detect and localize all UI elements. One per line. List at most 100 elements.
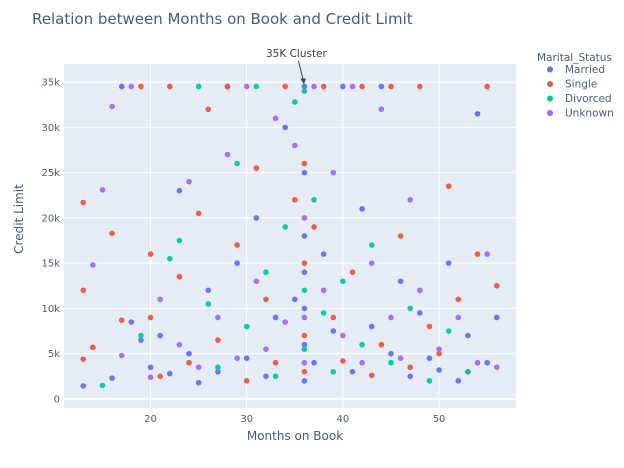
data-point[interactable] bbox=[147, 251, 154, 257]
data-point[interactable] bbox=[301, 314, 308, 321]
data-point[interactable] bbox=[436, 367, 442, 373]
data-point[interactable] bbox=[301, 260, 308, 266]
data-point[interactable] bbox=[474, 110, 481, 117]
data-point[interactable] bbox=[243, 83, 250, 90]
data-point[interactable] bbox=[186, 178, 192, 185]
data-point[interactable] bbox=[301, 368, 308, 375]
data-point[interactable] bbox=[157, 373, 163, 380]
data-point[interactable] bbox=[445, 183, 452, 190]
data-point[interactable] bbox=[118, 352, 125, 359]
data-point[interactable] bbox=[176, 273, 183, 280]
data-point[interactable] bbox=[224, 151, 231, 158]
data-point[interactable] bbox=[359, 83, 365, 90]
data-point[interactable] bbox=[301, 215, 308, 221]
data-point[interactable] bbox=[138, 332, 144, 339]
data-point[interactable] bbox=[311, 196, 317, 203]
data-point[interactable] bbox=[157, 296, 163, 303]
data-point[interactable] bbox=[330, 368, 337, 375]
data-point[interactable] bbox=[301, 341, 308, 348]
data-point[interactable] bbox=[90, 262, 96, 268]
data-point[interactable] bbox=[215, 314, 221, 321]
data-point[interactable] bbox=[243, 323, 250, 330]
data-point[interactable] bbox=[99, 187, 106, 193]
data-point[interactable] bbox=[157, 332, 163, 339]
data-point[interactable] bbox=[301, 88, 308, 94]
data-point[interactable] bbox=[320, 83, 327, 90]
data-point[interactable] bbox=[378, 341, 385, 348]
data-point[interactable] bbox=[349, 83, 356, 90]
data-point[interactable] bbox=[330, 169, 337, 176]
data-point[interactable] bbox=[147, 364, 154, 371]
data-point[interactable] bbox=[234, 160, 240, 167]
data-point[interactable] bbox=[292, 196, 298, 203]
data-point[interactable] bbox=[166, 83, 173, 90]
data-point[interactable] bbox=[417, 310, 423, 316]
data-point[interactable] bbox=[166, 370, 173, 377]
data-point[interactable] bbox=[465, 332, 471, 339]
data-point[interactable] bbox=[426, 378, 433, 384]
data-point[interactable] bbox=[272, 115, 279, 122]
data-point[interactable] bbox=[436, 350, 442, 357]
data-point[interactable] bbox=[426, 355, 433, 362]
data-point[interactable] bbox=[301, 305, 308, 312]
data-point[interactable] bbox=[195, 364, 202, 371]
data-point[interactable] bbox=[368, 242, 375, 248]
data-point[interactable] bbox=[282, 83, 288, 90]
data-point[interactable] bbox=[368, 323, 375, 330]
data-point[interactable] bbox=[176, 187, 183, 194]
data-point[interactable] bbox=[263, 373, 269, 380]
data-point[interactable] bbox=[109, 230, 115, 237]
data-point[interactable] bbox=[301, 287, 308, 294]
data-point[interactable] bbox=[320, 251, 327, 257]
data-point[interactable] bbox=[109, 103, 115, 110]
data-point[interactable] bbox=[80, 199, 87, 206]
data-point[interactable] bbox=[109, 375, 115, 381]
data-point[interactable] bbox=[407, 196, 414, 203]
data-point[interactable] bbox=[388, 359, 394, 366]
data-point[interactable] bbox=[272, 314, 279, 321]
data-point[interactable] bbox=[99, 382, 106, 389]
data-point[interactable] bbox=[493, 314, 500, 321]
data-point[interactable] bbox=[90, 344, 96, 351]
data-point[interactable] bbox=[330, 314, 337, 321]
data-point[interactable] bbox=[301, 233, 308, 239]
data-point[interactable] bbox=[118, 83, 125, 90]
data-point[interactable] bbox=[224, 83, 231, 90]
data-point[interactable] bbox=[292, 296, 298, 303]
data-point[interactable] bbox=[301, 160, 308, 167]
data-point[interactable] bbox=[272, 373, 279, 380]
data-point[interactable] bbox=[397, 355, 404, 362]
data-point[interactable] bbox=[205, 287, 212, 294]
data-point[interactable] bbox=[311, 359, 317, 366]
data-point[interactable] bbox=[340, 83, 346, 90]
data-point[interactable] bbox=[138, 337, 144, 343]
data-point[interactable] bbox=[147, 314, 154, 321]
data-point[interactable] bbox=[301, 332, 308, 339]
data-point[interactable] bbox=[445, 260, 452, 266]
data-point[interactable] bbox=[474, 359, 481, 366]
data-point[interactable] bbox=[215, 364, 221, 371]
data-point[interactable] bbox=[426, 323, 433, 330]
data-point[interactable] bbox=[253, 215, 260, 221]
data-point[interactable] bbox=[359, 341, 365, 348]
data-point[interactable] bbox=[176, 237, 183, 244]
data-point[interactable] bbox=[397, 278, 404, 285]
data-point[interactable] bbox=[436, 346, 442, 352]
data-point[interactable] bbox=[292, 99, 298, 105]
data-point[interactable] bbox=[340, 332, 346, 339]
data-point[interactable] bbox=[320, 287, 327, 294]
data-point[interactable] bbox=[195, 83, 202, 90]
data-point[interactable] bbox=[176, 341, 183, 348]
data-point[interactable] bbox=[330, 328, 337, 334]
data-point[interactable] bbox=[301, 83, 308, 90]
data-point[interactable] bbox=[243, 355, 250, 362]
data-point[interactable] bbox=[349, 269, 356, 276]
data-point[interactable] bbox=[301, 359, 308, 366]
data-point[interactable] bbox=[397, 233, 404, 239]
data-point[interactable] bbox=[80, 287, 87, 294]
data-point[interactable] bbox=[388, 350, 394, 357]
data-point[interactable] bbox=[263, 346, 269, 352]
data-point[interactable] bbox=[301, 346, 308, 352]
data-point[interactable] bbox=[407, 305, 414, 312]
data-point[interactable] bbox=[340, 278, 346, 285]
